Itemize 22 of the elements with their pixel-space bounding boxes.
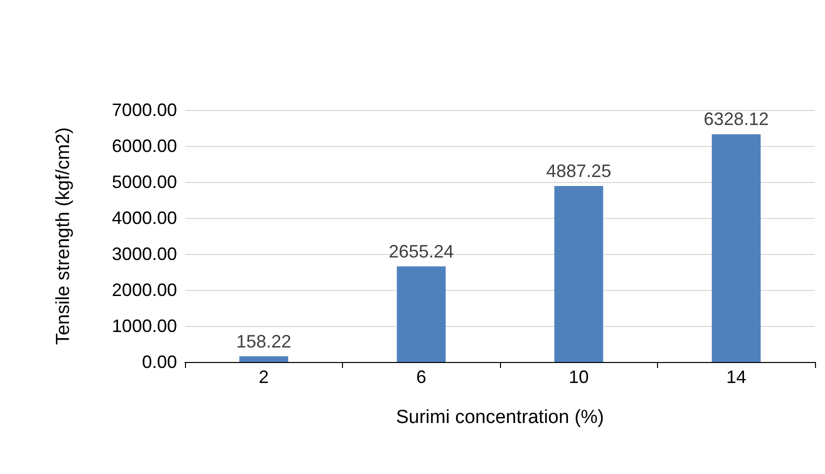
y-tick-label: 4000.00 <box>112 208 177 228</box>
bar <box>712 134 761 362</box>
bar <box>239 356 288 362</box>
data-label: 158.22 <box>236 331 292 352</box>
data-label: 4887.25 <box>546 161 612 182</box>
y-tick-label: 7000.00 <box>112 100 177 120</box>
y-tick-label: 6000.00 <box>112 136 177 156</box>
x-tick-label: 6 <box>416 367 426 387</box>
bar <box>396 266 446 362</box>
bar <box>554 186 604 362</box>
x-axis-title: Surimi concentration (%) <box>396 407 604 428</box>
data-label: 6328.12 <box>704 109 769 130</box>
y-tick-label: 3000.00 <box>112 244 177 264</box>
y-tick-label: 0.00 <box>142 352 177 372</box>
y-tick-label: 5000.00 <box>112 172 177 192</box>
x-tick-label: 2 <box>258 367 269 387</box>
y-axis-title: Tensile strength (kgf/cm2) <box>53 127 74 345</box>
y-tick-label: 1000.00 <box>112 316 177 336</box>
x-tick-label: 10 <box>568 367 589 387</box>
y-tick-label: 2000.00 <box>112 280 177 300</box>
x-tick-label: 14 <box>726 367 746 387</box>
data-label: 2655.24 <box>388 241 454 262</box>
